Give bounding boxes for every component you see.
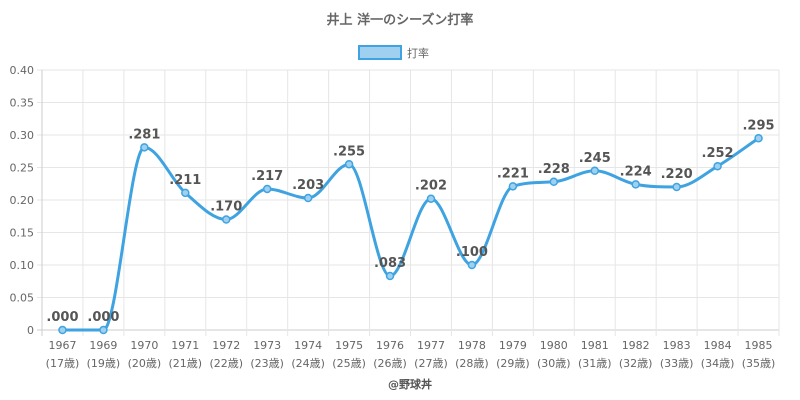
x-tick-sublabel: (28歳) [455,357,489,370]
data-label: .220 [661,167,693,182]
data-label: .202 [415,179,447,194]
data-label: .295 [742,118,774,133]
data-label: .245 [579,151,611,166]
y-tick-label: 0.05 [10,292,35,305]
x-tick-sublabel: (24歳) [291,357,325,370]
data-point[interactable] [385,271,395,281]
data-label: .000 [87,310,119,325]
data-point[interactable] [140,143,149,152]
data-point[interactable] [426,194,436,203]
data-point[interactable] [672,182,681,192]
y-tick-label: 0.10 [10,259,35,272]
data-label: .211 [169,173,201,188]
x-tick-sublabel: (32歳) [619,357,653,370]
data-point[interactable] [58,325,67,335]
data-point[interactable] [344,160,354,169]
data-point[interactable] [181,188,190,198]
data-point[interactable] [508,182,518,191]
x-tick-sublabel: (34歳) [701,357,735,370]
x-tick-sublabel: (33歳) [660,357,694,370]
y-tick-label: 0.20 [10,194,35,207]
x-tick-sublabel: (29歳) [496,357,530,370]
data-label: .217 [251,169,283,184]
x-tick-label: 1967 [48,339,76,352]
x-tick-sublabel: (21歳) [169,357,203,370]
y-tick-label: 0.30 [10,129,35,142]
legend-label: 打率 [407,46,429,60]
x-tick-label: 1976 [376,339,404,352]
x-tick-label: 1978 [458,339,486,352]
data-point[interactable] [303,193,313,203]
x-tick-sublabel: (25歳) [332,357,366,370]
data-label: .255 [333,144,365,159]
data-point[interactable] [467,260,477,270]
x-tick-label: 1971 [171,339,199,352]
x-tick-label: 1975 [335,339,363,352]
data-point[interactable] [754,134,763,143]
x-tick-label: 1981 [581,339,609,352]
data-point[interactable] [549,177,559,187]
data-point[interactable] [222,215,231,224]
y-tick-label: 0.15 [10,227,35,240]
x-tick-sublabel: (35歳) [742,357,776,370]
x-tick-sublabel: (23歳) [250,357,284,370]
y-tick-label: 0.35 [10,97,35,110]
x-tick-sublabel: (31歳) [578,357,612,370]
y-tick-label: 0.40 [10,64,35,77]
x-tick-label: 1984 [704,339,732,352]
y-tick-label: 0.25 [10,162,35,175]
data-point[interactable] [713,161,722,171]
x-tick-sublabel: (20歳) [128,357,162,370]
data-label: .083 [374,256,406,271]
x-tick-label: 1973 [253,339,281,352]
data-label: .221 [497,166,529,181]
data-point[interactable] [631,180,640,189]
plot-area: .000 .000 .281 .211 .170 .217 .203 .255 .083 .202… [46,118,775,335]
data-label: .203 [292,178,324,193]
x-tick-label: 1974 [294,339,322,352]
legend-swatch [358,45,402,60]
x-tick-sublabel: (17歳) [46,357,80,370]
x-tick-sublabel: (19歳) [87,357,121,370]
x-tick-sublabel: (26歳) [373,357,407,370]
x-tick-sublabel: (30歳) [537,357,571,370]
x-tick-label: 1985 [745,339,773,352]
data-label: .224 [620,164,652,179]
x-tick-label: 1972 [212,339,240,352]
data-label: .252 [702,146,734,161]
x-tick-label: 1982 [622,339,650,352]
x-tick-label: 1979 [499,339,527,352]
data-label: .100 [456,245,488,260]
data-label: .170 [210,200,242,215]
x-tick-sublabel: (27歳) [414,357,448,370]
legend[interactable]: 打率 [358,45,429,60]
data-label: .228 [538,162,570,177]
y-tick-label: 0 [27,324,34,337]
data-label: .281 [128,127,160,142]
y-axis: 0 0.05 0.10 0.15 0.20 0.25 0.30 0.35 0.40 [10,64,35,337]
x-tick-sublabel: (22歳) [209,357,243,370]
x-axis: 1967 (17歳) 1969 (19歳) 1970 (20歳) 1971 (21歳) 1972… [46,339,776,370]
data-point[interactable] [590,166,599,175]
x-tick-label: 1977 [417,339,445,352]
chart-title: 井上 洋一のシーズン打率 [327,12,474,28]
x-tick-label: 1983 [663,339,691,352]
x-tick-label: 1969 [89,339,117,352]
data-point[interactable] [262,184,272,194]
x-tick-label: 1970 [130,339,158,352]
grid [37,69,780,336]
data-point[interactable] [99,325,108,335]
data-label: .000 [46,310,78,325]
x-tick-label: 1980 [540,339,568,352]
credit-label: @野球丼 [388,377,432,391]
